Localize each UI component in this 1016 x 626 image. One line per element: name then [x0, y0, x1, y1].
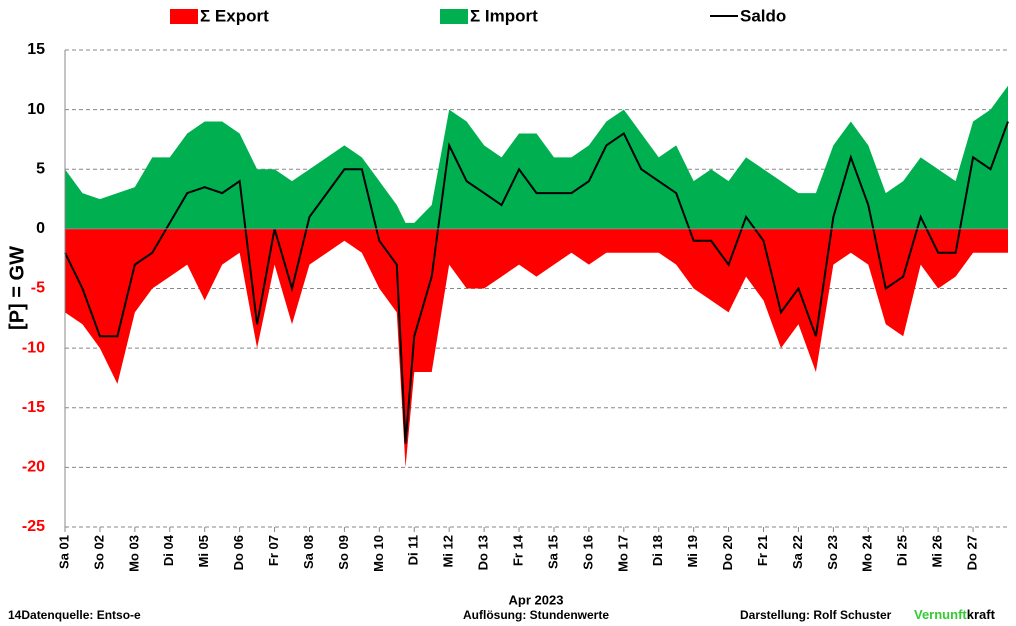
x-tick-label: Fr 07 [266, 535, 281, 566]
x-tick-label: Mi 12 [441, 535, 456, 568]
x-tick-label: Sa 08 [301, 535, 316, 569]
y-tick-label: 5 [36, 160, 45, 177]
area [65, 228, 1008, 468]
x-tick-label: Mo 03 [126, 535, 141, 572]
y-tick-label: 15 [27, 41, 45, 58]
y-tick-label: 0 [36, 220, 45, 237]
x-tick-label: Mi 19 [685, 535, 700, 568]
x-tick-label: So 16 [580, 535, 595, 570]
x-tick-label: Mo 17 [615, 535, 630, 572]
x-tick-label: Mi 05 [196, 535, 211, 568]
legend-swatch [440, 9, 468, 24]
x-tick-label: Mo 24 [860, 534, 875, 572]
y-tick-label: -15 [22, 399, 45, 416]
x-tick-label: Mo 10 [371, 535, 386, 572]
y-tick-label: -20 [22, 459, 45, 476]
y-tick-label: 10 [27, 101, 45, 118]
x-tick-label: So 23 [825, 535, 840, 570]
x-tick-label: Do 20 [720, 535, 735, 570]
brand-b: kraft [967, 607, 996, 622]
x-tick-label: Do 13 [476, 535, 491, 570]
x-tick-label: Sa 01 [56, 535, 71, 569]
line [64, 121, 1009, 444]
x-tick-label: Mi 26 [930, 535, 945, 568]
x-tick-label: Di 04 [161, 534, 176, 566]
brand-a: Vernunft [914, 607, 967, 622]
y-axis-label: [P] = GW [6, 246, 28, 330]
y-tick-label: -25 [22, 518, 45, 535]
x-tick-label: Do 06 [231, 535, 246, 570]
legend-label: Σ Import [470, 6, 538, 25]
y-tick-label: -5 [31, 280, 45, 297]
x-tick-label: Di 18 [650, 535, 665, 566]
resolution: Auflösung: Stundenwerte [463, 608, 609, 622]
area [65, 85, 1008, 229]
x-tick-label: Fr 21 [755, 535, 770, 566]
x-tick-label: So 09 [336, 535, 351, 570]
legend-label: Σ Export [200, 6, 269, 25]
x-tick-label: Sa 15 [545, 535, 560, 569]
x-tick-label: Di 11 [406, 535, 421, 565]
author: Darstellung: Rolf Schuster [740, 608, 892, 622]
brand: Vernunftkraft [914, 607, 996, 622]
source: 14Datenquelle: Entso-e [8, 608, 141, 622]
x-tick-label: So 02 [91, 535, 106, 570]
x-tick-label: Sa 22 [790, 535, 805, 569]
x-tick-label: Do 27 [965, 535, 980, 570]
x-axis-label: Apr 2023 [509, 592, 564, 607]
x-tick-label: Fr 14 [510, 534, 525, 566]
legend-swatch [170, 9, 198, 24]
y-tick-label: -10 [22, 339, 45, 356]
legend-label: Saldo [740, 6, 786, 25]
x-tick-label: Di 25 [895, 535, 910, 566]
